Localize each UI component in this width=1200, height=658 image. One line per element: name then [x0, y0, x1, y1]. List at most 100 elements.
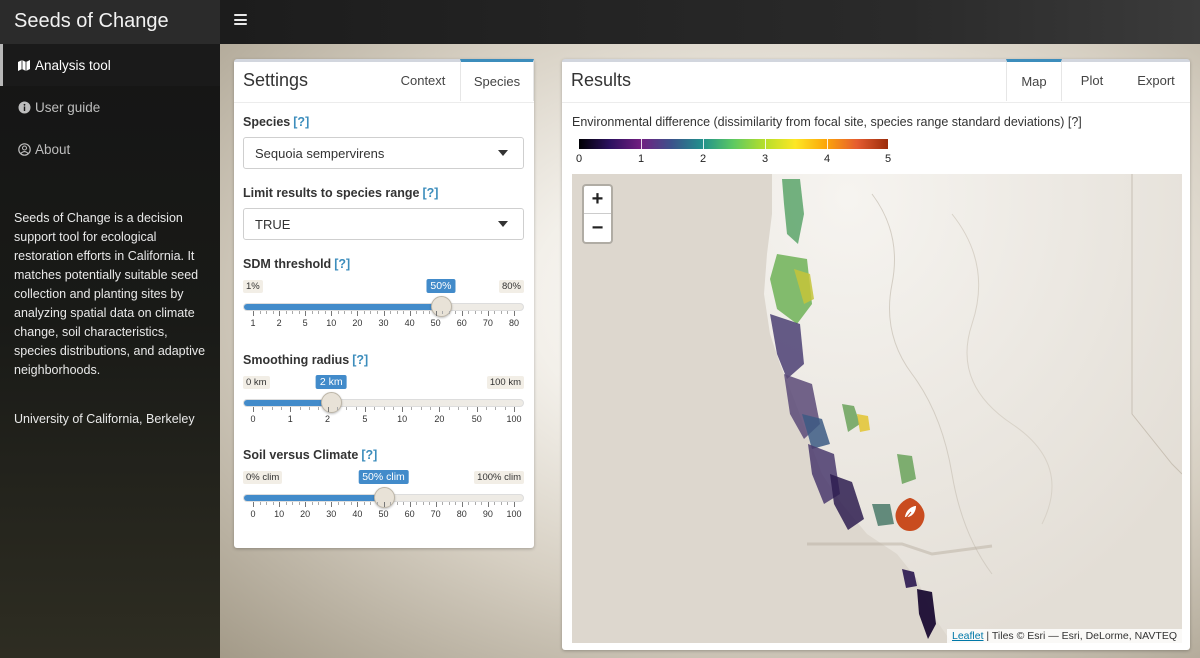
slider-minor-tick — [308, 407, 310, 410]
soil-climate-label: Soil versus Climate [?] — [243, 448, 377, 462]
slider-minor-tick — [448, 502, 450, 505]
slider-tick-label: 20 — [300, 509, 311, 519]
slider-grid: 0 10 20 30 40 50 60 70 80 90 100 — [243, 502, 524, 524]
slider-minor-tick — [337, 502, 339, 505]
limit-range-select[interactable]: TRUE — [243, 208, 524, 240]
map-attribution: Leaflet | Tiles © Esri — Esri, DeLorme, … — [946, 629, 1182, 643]
slider-min-label: 1% — [243, 280, 263, 293]
results-panel: Results Map Plot Export Environmental di… — [562, 59, 1190, 650]
colorbar-tick — [703, 139, 704, 149]
sidebar-item-user-guide[interactable]: User guide — [0, 86, 220, 128]
slider-tick — [357, 502, 359, 507]
smoothing-help-link[interactable]: [?] — [352, 353, 369, 367]
colorbar-label-5: 5 — [884, 153, 892, 165]
terrain-line — [871, 193, 993, 575]
leaflet-link[interactable]: Leaflet — [951, 630, 984, 642]
slider-minor-tick — [350, 502, 352, 505]
slider-tick — [409, 502, 411, 507]
slider-minor-tick — [346, 407, 348, 410]
app-header: Seeds of Change — [0, 0, 1200, 44]
map-view[interactable]: + − Leaflet | Tiles © Esri — Esri, DeLor… — [572, 174, 1182, 643]
slider-tick — [290, 407, 292, 412]
map-canvas[interactable] — [572, 174, 1182, 643]
tab-export[interactable]: Export — [1137, 72, 1175, 88]
slider-minor-tick — [403, 311, 405, 314]
slider-track[interactable] — [243, 303, 524, 311]
sdm-threshold-slider[interactable]: 1% 80% 50% 1 2 5 10 20 30 40 50 60 70 80 — [243, 279, 524, 342]
slider-minor-tick — [392, 407, 394, 410]
caret-down-icon — [498, 150, 508, 156]
slider-grid: 1 2 5 10 20 30 40 50 60 70 80 — [243, 311, 524, 333]
slider-minor-tick — [481, 502, 483, 505]
soil-climate-help-link[interactable]: [?] — [361, 448, 378, 462]
menu-toggle-icon[interactable] — [234, 14, 247, 25]
species-help-link[interactable]: [?] — [293, 115, 310, 129]
slider-max-label: 100 km — [486, 376, 524, 389]
slider-minor-tick — [262, 407, 264, 410]
slider-minor-tick — [396, 311, 398, 314]
slider-minor-tick — [355, 407, 357, 410]
slider-tick — [327, 407, 329, 412]
slider-minor-tick — [474, 311, 476, 314]
slider-minor-tick — [430, 407, 432, 410]
slider-minor-tick — [500, 311, 502, 314]
slider-tick — [435, 311, 437, 316]
tab-map[interactable]: Map — [1006, 59, 1062, 101]
slider-minor-tick — [494, 502, 496, 505]
sidebar-item-about[interactable]: About — [0, 128, 220, 170]
sidebar-item-analysis-tool[interactable]: Analysis tool — [0, 44, 220, 86]
slider-tick — [253, 311, 254, 316]
legend-help-link[interactable]: [?] — [1067, 115, 1082, 129]
slider-minor-tick — [336, 407, 338, 410]
slider-tick — [461, 502, 463, 507]
slider-min-label: 0 km — [243, 376, 270, 389]
colorbar-label-0: 0 — [575, 153, 583, 165]
slider-value-label: 50% — [426, 279, 456, 293]
slider-tick — [253, 502, 254, 507]
legend-title-text: Environmental difference (dissimilarity … — [572, 115, 1065, 129]
zoom-in-button[interactable]: + — [584, 186, 611, 214]
slider-minor-tick — [298, 311, 300, 314]
slider-minor-tick — [374, 407, 376, 410]
slider-tick-label: 10 — [326, 318, 337, 328]
slider-tick — [383, 502, 385, 507]
slider-tick-label: 2 — [276, 318, 282, 328]
tab-species[interactable]: Species — [460, 59, 534, 101]
settings-title: Settings — [243, 70, 309, 90]
slider-tick-label: 10 — [274, 509, 285, 519]
slider-minor-tick — [324, 311, 326, 314]
slider-track[interactable] — [243, 399, 524, 407]
slider-tick — [383, 311, 385, 316]
zoom-out-button[interactable]: − — [591, 216, 604, 239]
slider-tick — [331, 502, 333, 507]
slider-minor-tick — [383, 407, 385, 410]
slider-minor-tick — [422, 311, 424, 314]
tab-plot[interactable]: Plot — [1080, 72, 1104, 88]
slider-tick-label: 0 — [250, 414, 256, 424]
species-label-text: Species — [243, 115, 291, 129]
slider-tick — [253, 407, 254, 412]
bay-area — [807, 542, 993, 556]
species-select[interactable]: Sequoia sempervirens — [243, 137, 524, 169]
soil-climate-slider[interactable]: 0% clim 100% clim 50% clim 0 10 20 30 40 50 60… — [243, 470, 524, 533]
slider-minor-tick — [376, 311, 378, 314]
slider-minor-tick — [390, 502, 392, 505]
sdm-help-link[interactable]: [?] — [334, 257, 351, 271]
leaf-icon[interactable] — [895, 498, 925, 531]
app-title[interactable]: Seeds of Change — [0, 0, 220, 44]
slider-value-label: 2 km — [315, 375, 347, 389]
slider-minor-tick — [318, 407, 320, 410]
slider-tick-label: 40 — [404, 318, 415, 328]
results-header: Results Map Plot Export — [562, 59, 1190, 103]
slider-tick-label: 100 — [506, 414, 522, 424]
smoothing-radius-slider[interactable]: 0 km 100 km 2 km 0 1 2 5 10 20 50 100 — [243, 375, 524, 438]
settings-panel: Settings Context Species Species [?] Sequ… — [234, 59, 534, 548]
slider-minor-tick — [429, 311, 431, 314]
slider-minor-tick — [266, 502, 268, 505]
slider-handle[interactable] — [373, 487, 395, 508]
slider-minor-tick — [474, 502, 476, 505]
limit-range-help-link[interactable]: [?] — [422, 186, 439, 200]
tab-context[interactable]: Context — [400, 72, 446, 88]
sdm-threshold-label-text: SDM threshold — [243, 257, 332, 271]
slider-tick — [487, 311, 489, 316]
